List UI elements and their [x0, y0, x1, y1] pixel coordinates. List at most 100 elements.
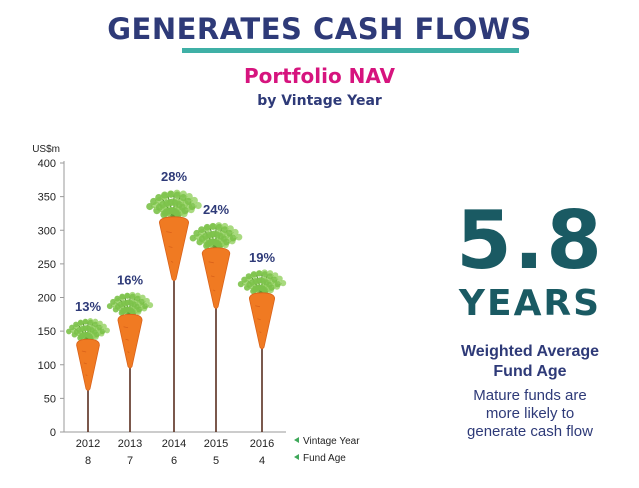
y-tick-label: 100	[38, 360, 56, 372]
title-underline	[182, 48, 519, 53]
leaf-frond	[142, 303, 149, 310]
carrot-ridge	[85, 374, 88, 377]
carrot-ridge	[168, 246, 173, 248]
x-tick-label-fund-age: 7	[127, 455, 133, 467]
leaf-frond	[209, 223, 217, 230]
y-tick-label: 250	[38, 259, 56, 271]
leaf-stem	[118, 297, 131, 317]
x-tick-label-vintage-year: 2014	[162, 438, 186, 450]
chart-subtitle: by Vintage Year	[257, 93, 382, 109]
leaf-frond	[124, 292, 131, 299]
leaf-frond	[104, 327, 110, 334]
leaf-frond	[167, 190, 175, 198]
legend-vintage-year: Vintage Year	[303, 436, 360, 447]
leaf-stem	[77, 322, 89, 342]
carrot-ridge	[123, 326, 129, 329]
x-tick-label-fund-age: 6	[171, 455, 177, 467]
leaf-frond	[119, 293, 126, 300]
leaf-frond	[92, 321, 99, 328]
leaf-frond	[188, 202, 196, 211]
x-tick-label-vintage-year: 2012	[76, 438, 100, 450]
x-tick-label-fund-age: 8	[85, 455, 91, 467]
carrot-ridge	[83, 362, 87, 365]
leaf-frond	[114, 295, 121, 302]
legend-fund-age: Fund Age	[303, 453, 346, 464]
y-tick-label: 50	[44, 393, 56, 405]
leaf-frond	[268, 284, 275, 291]
leaf-frond	[146, 202, 154, 211]
leaf-frond	[136, 306, 143, 313]
leaf-frond	[231, 228, 239, 236]
leaf-frond	[94, 331, 100, 338]
leaf-frond	[229, 234, 237, 242]
leaf-frond	[221, 226, 229, 233]
legend-fund-age-marker	[294, 454, 299, 460]
carrot-ridge	[127, 351, 130, 353]
leaf-frond	[173, 191, 181, 199]
leaf-stem	[123, 295, 131, 317]
fund-age-label-line2: Fund Age	[493, 363, 567, 380]
x-tick-label-vintage-year: 2016	[250, 438, 274, 450]
carrot-ridge	[125, 338, 129, 341]
carrot-bar	[158, 216, 190, 282]
page-title: GENERATES CASH FLOWS	[107, 12, 532, 46]
fund-age-value: 5.8	[456, 194, 604, 287]
leaf-frond	[279, 280, 287, 287]
data-label-share: 16%	[117, 273, 143, 288]
fund-age-label-line1: Weighted Average	[460, 343, 600, 360]
leaf-frond	[194, 201, 202, 210]
leaf-stem	[255, 272, 263, 295]
fund-age-note-line2: more likely to	[485, 405, 575, 422]
leaf-frond	[237, 281, 245, 288]
y-tick-label: 350	[38, 192, 56, 204]
leaf-frond	[245, 273, 252, 280]
leaf-stem	[209, 225, 217, 250]
leaf-frond	[274, 281, 281, 288]
carrot-ridge	[257, 318, 261, 321]
x-tick-label-fund-age: 5	[213, 455, 219, 467]
carrot-bar	[117, 313, 143, 369]
carrot-ridge	[210, 275, 215, 278]
leaf-frond	[150, 197, 158, 206]
leaf-frond	[82, 318, 89, 325]
carrot-bar	[201, 247, 231, 309]
leaf-frond	[193, 229, 201, 237]
leaf-frond	[203, 223, 211, 231]
leaf-frond	[181, 207, 189, 215]
leaf-frond	[235, 233, 243, 241]
leaf-frond	[271, 276, 278, 283]
leaf-frond	[250, 271, 257, 278]
carrot-leaves	[146, 189, 202, 220]
x-tick-label-vintage-year: 2013	[118, 438, 142, 450]
y-tick-label: 0	[50, 427, 56, 439]
leaf-frond	[189, 234, 197, 242]
leaf-frond	[69, 324, 75, 331]
data-label-share: 24%	[203, 202, 229, 217]
carrot-bar	[76, 338, 100, 391]
x-tick-label-fund-age: 4	[259, 455, 265, 467]
leaf-frond	[143, 297, 150, 304]
leaf-frond	[241, 276, 248, 283]
y-tick-label: 150	[38, 326, 56, 338]
carrot-leaves	[106, 291, 154, 317]
carrot-ridge	[170, 261, 174, 263]
leaf-frond	[155, 193, 163, 202]
leaf-frond	[73, 321, 79, 328]
carrot-ridge	[259, 331, 262, 334]
carrot-ridge	[166, 231, 172, 234]
y-axis-unit-label: US$m	[32, 144, 60, 155]
leaf-frond	[276, 275, 283, 282]
leaf-frond	[266, 273, 274, 280]
leaf-frond	[198, 226, 205, 233]
y-tick-label: 200	[38, 293, 56, 305]
y-tick-label: 300	[38, 225, 56, 237]
leaf-frond	[110, 298, 117, 305]
fund-age-unit: YEARS	[458, 283, 602, 324]
fund-age-note-line3: generate cash flow	[467, 423, 593, 440]
leaf-frond	[147, 302, 154, 309]
leaf-frond	[256, 270, 263, 277]
fund-age-label: Weighted Average Fund Age	[430, 342, 630, 382]
leaf-frond	[99, 328, 106, 335]
fund-age-note-line1: Mature funds are	[473, 387, 587, 404]
